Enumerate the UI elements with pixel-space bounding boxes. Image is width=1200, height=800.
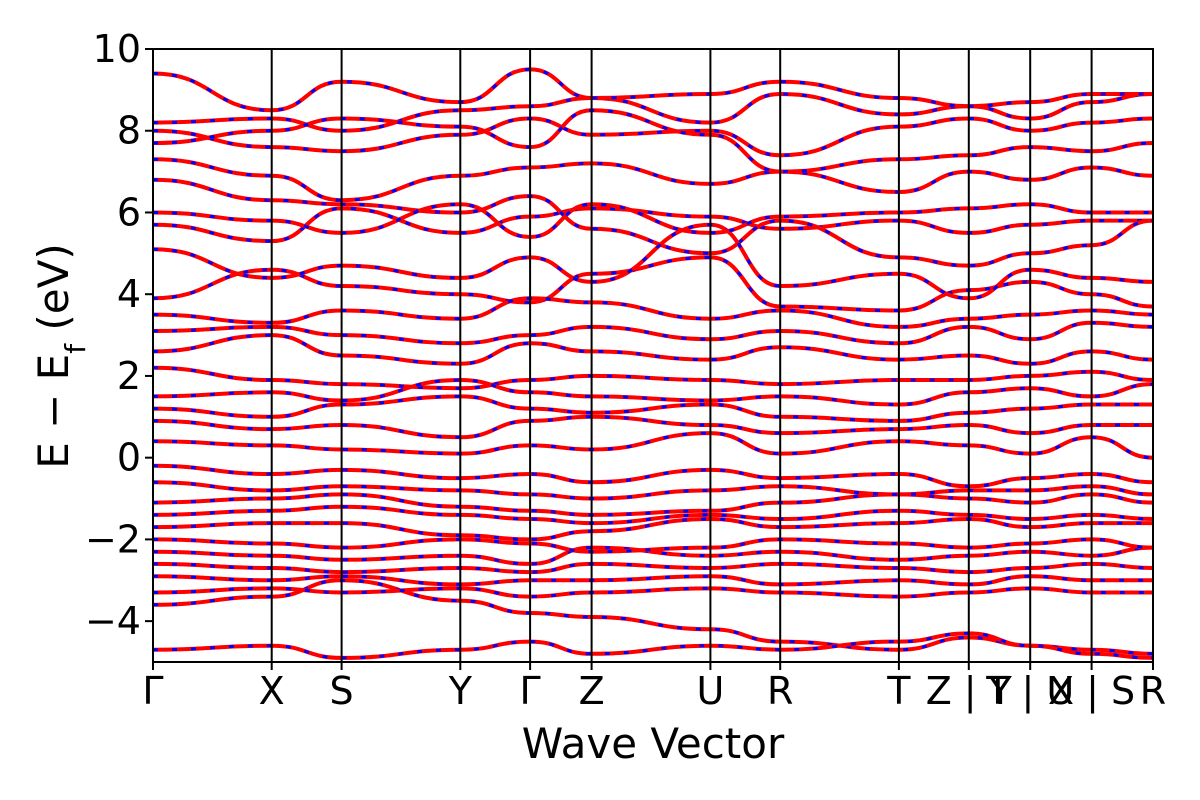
y-tick-label: 0 [117,436,141,480]
band-line-blue [153,546,1153,566]
band-line-red [153,91,1153,133]
band-line-red [153,108,1153,174]
x-tick-label: Z | Y [926,669,1013,714]
band-line-red [153,414,1153,440]
x-tick-label: S [330,669,354,713]
band-line-red [153,255,1153,313]
x-tick-label: Γ [520,669,541,713]
band-line-red [153,463,1153,489]
x-tick-label: R [767,669,793,713]
y-tick-label: −4 [85,599,141,643]
band-line-blue [153,492,1153,517]
band-line-red [153,394,1153,423]
x-tick-label: X [259,669,285,713]
band-line-red [153,537,1153,554]
band-line-blue [153,378,1153,407]
y-tick-label: 10 [93,27,141,71]
y-axis-ticks: 10 8 6 4 2 0 −2 −4 [85,27,153,643]
x-tick-label: T | U [985,669,1074,714]
band-line-blue [153,321,1153,345]
x-tick-label: Γ [142,669,163,713]
band-line-red [153,574,1153,587]
band-line-blue [153,223,1153,300]
band-line-blue [153,562,1153,574]
x-tick-label: R [1140,669,1166,713]
band-line-red [153,67,1153,113]
band-line-red [153,516,1153,542]
x-tick-label: Z [579,669,605,713]
band-line-red [153,157,1153,203]
band-line-blue [153,206,1153,243]
band-line-blue [153,505,1153,525]
x-tick-label: X | S [1048,669,1135,714]
band-line-red [153,222,1153,301]
y-tick-label: 2 [117,354,141,398]
plot-frame [152,48,1154,663]
band-line-red [153,333,1153,366]
y-axis-title-sub: f [59,343,92,354]
x-tick-label: Y [448,669,473,713]
band-line-red [153,480,1153,501]
band-line-red [153,631,1153,660]
band-line-red [153,561,1153,575]
x-tick-label: T [886,669,911,713]
band-line-blue [153,67,1153,112]
band-line-red [153,586,1153,599]
x-axis-title: Wave Vector [522,719,785,768]
y-tick-label: 8 [117,109,141,153]
bands-layer [153,67,1153,660]
band-line-blue [153,157,1153,202]
band-line-blue [153,333,1153,366]
band-line-blue [153,108,1153,174]
band-line-blue [153,631,1153,660]
band-line-blue [153,537,1153,554]
band-line-red [153,377,1153,407]
band-line-blue [153,296,1153,329]
y-axis-title-unit: (eV) [29,243,78,344]
band-line-red [153,202,1153,240]
band-line-red [153,504,1153,526]
y-tick-label: 4 [117,272,141,316]
y-tick-label: 6 [117,190,141,234]
y-axis-title-main: E − E [29,354,78,469]
band-line-red [153,431,1153,460]
band-line-red [153,492,1153,517]
band-line-blue [153,366,1153,390]
y-axis-title: E − Ef (eV) [29,243,92,469]
y-tick-label: −2 [85,517,141,561]
high-symmetry-lines [270,49,1093,662]
band-line-blue [153,574,1153,586]
band-line-red [153,365,1153,391]
band-line-red [153,296,1153,329]
x-tick-label: U [696,669,724,713]
